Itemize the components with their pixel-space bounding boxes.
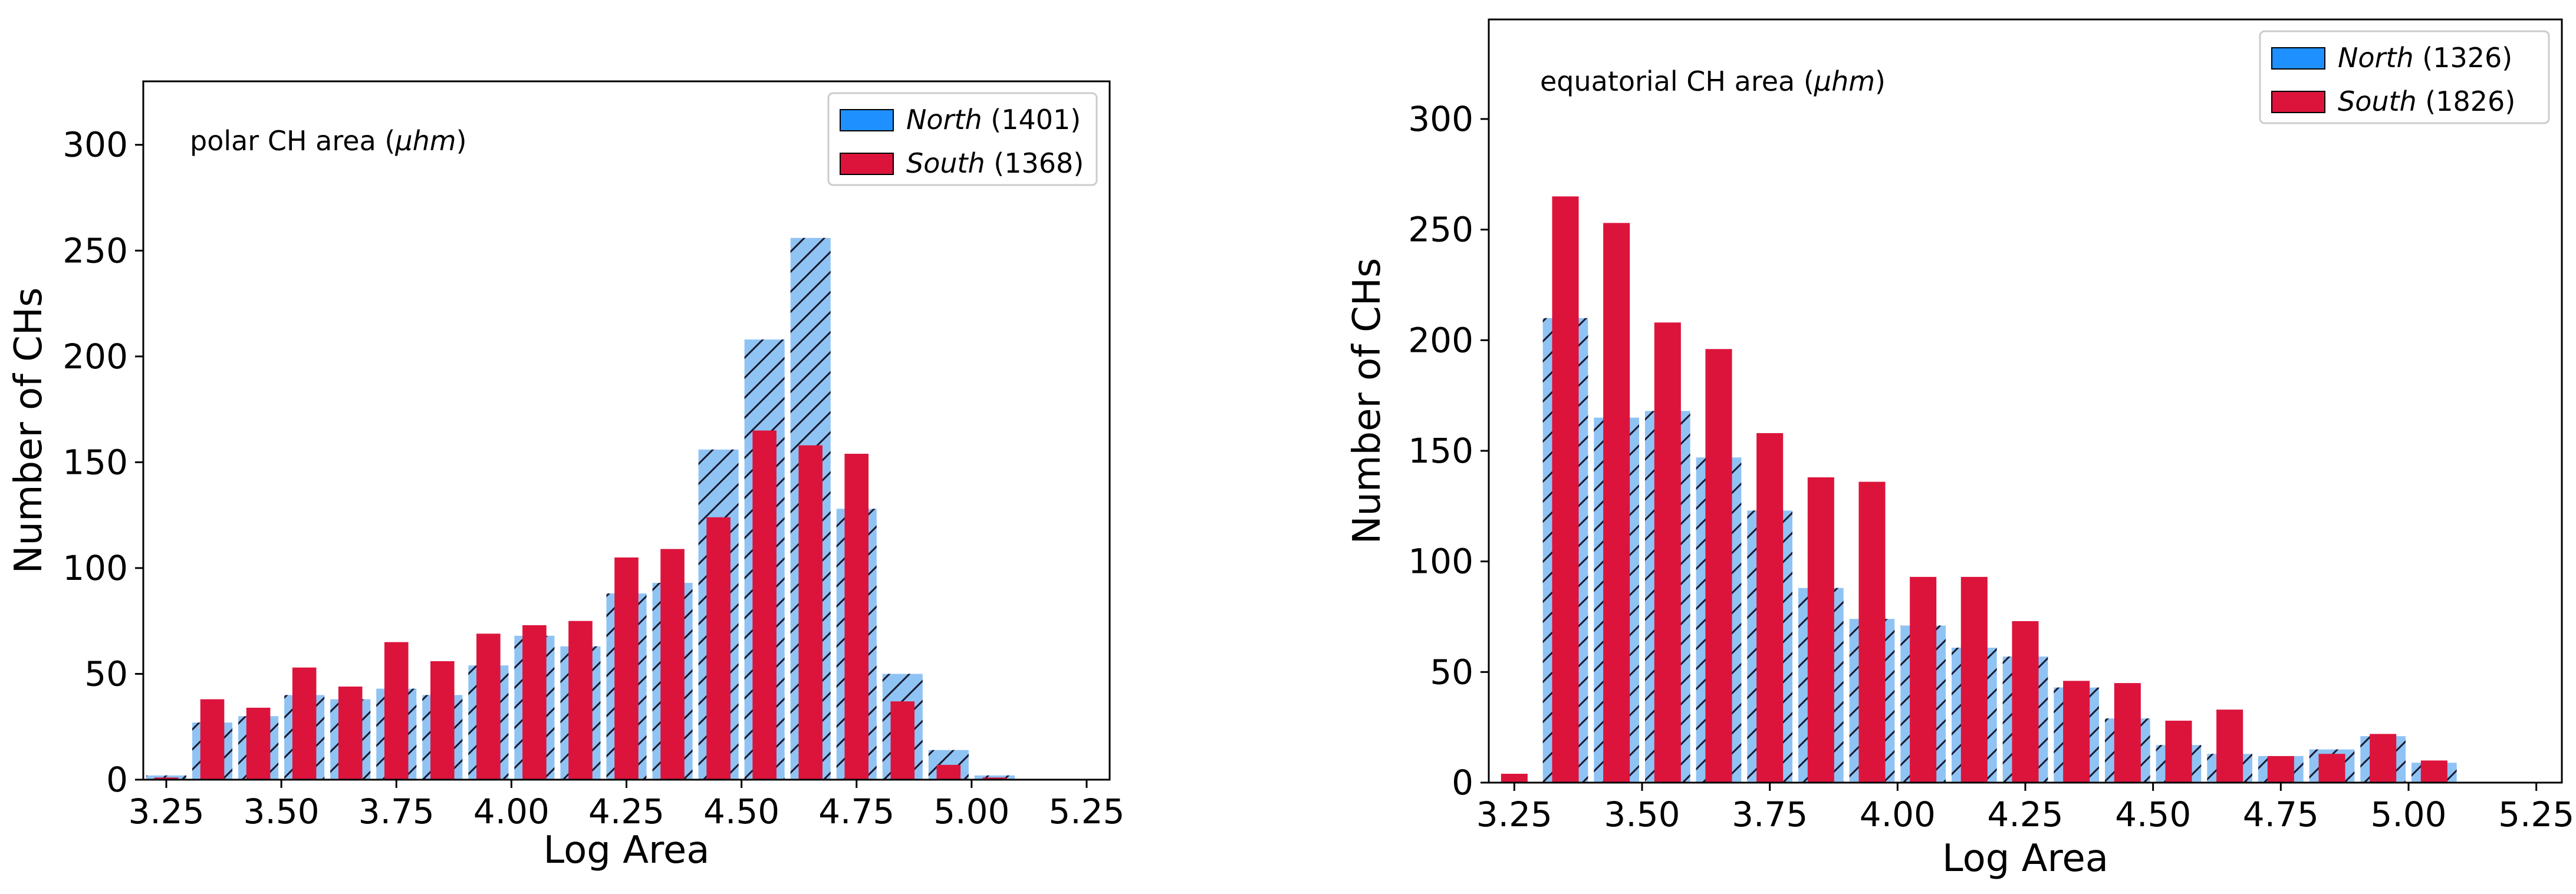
y-tick-label: 300 (62, 125, 128, 165)
legend-north-label: North (1401) (906, 104, 1081, 136)
y-tick-label: 0 (1452, 763, 1473, 803)
panel-annotation: equatorial CH area (μhm) (1540, 65, 1886, 97)
legend-south-swatch (2271, 91, 2325, 113)
south-bar (1654, 322, 1681, 783)
y-tick-label: 100 (1408, 542, 1473, 582)
south-bar (430, 661, 455, 780)
south-bar (982, 777, 1007, 780)
south-bar (1603, 223, 1630, 783)
legend-south-label: South (1826) (2338, 85, 2515, 117)
legend-south-swatch (840, 153, 894, 175)
south-bar (706, 517, 731, 780)
south-bar (1858, 481, 1886, 783)
legend-north-swatch (2271, 47, 2325, 70)
x-tick-label: 3.25 (128, 791, 204, 832)
x-tick-label: 4.50 (2115, 794, 2191, 834)
south-bar (936, 764, 961, 780)
south-bar (2216, 710, 2243, 783)
legend-box (2259, 30, 2550, 124)
x-axis-title: Log Area (544, 829, 710, 872)
south-bar (1705, 349, 1732, 783)
south-bar (476, 634, 501, 780)
y-axis-title: Number of CHs (1345, 258, 1389, 545)
south-bar (200, 699, 225, 780)
south-bar (2063, 681, 2090, 783)
y-tick-label: 250 (62, 230, 128, 270)
south-bar (1756, 433, 1784, 783)
y-tick-label: 100 (62, 548, 128, 588)
south-bar (522, 625, 547, 780)
legend-north-label: North (1326) (2338, 42, 2512, 74)
polar-chart-panel: 3.25 3.50 3.75 4.00 4.25 4.50 4.75 5.00 5.25 0 50 1… (7, 80, 1125, 872)
y-axis-title: Number of CHs (7, 288, 51, 574)
y-tick-label: 300 (1408, 99, 1473, 139)
legend-south-label: South (1368) (906, 147, 1084, 179)
x-tick-label: 4.75 (818, 791, 894, 832)
south-bar (384, 642, 409, 780)
x-tick-label: 3.75 (1732, 794, 1808, 834)
x-tick-label: 3.50 (1604, 794, 1680, 834)
south-bar (660, 549, 685, 780)
south-bar (2267, 756, 2294, 783)
x-tick-label: 5.00 (2370, 794, 2446, 834)
y-tick-label: 200 (1408, 320, 1473, 360)
south-bar (890, 701, 915, 780)
x-tick-label: 5.25 (1048, 791, 1124, 832)
y-tick-label: 0 (106, 760, 128, 800)
x-tick-label: 5.00 (933, 791, 1009, 832)
south-bar (1501, 773, 1528, 783)
south-bar (2318, 754, 2345, 783)
y-tick-label: 50 (1430, 652, 1473, 692)
y-tick-label: 200 (62, 337, 128, 377)
y-tick-label: 150 (62, 442, 128, 482)
south-bar (844, 454, 869, 780)
x-tick-label: 4.25 (588, 791, 664, 832)
panel-annotation: polar CH area (μhm) (190, 125, 467, 157)
south-bar (1552, 196, 1579, 783)
south-bar (752, 430, 777, 780)
south-bar (292, 667, 317, 780)
x-tick-label: 4.00 (1860, 794, 1936, 834)
south-bar (614, 557, 639, 780)
x-tick-label: 5.25 (2498, 794, 2574, 834)
south-bar (2420, 760, 2447, 783)
south-bar (568, 621, 593, 780)
x-tick-label: 4.50 (703, 791, 779, 832)
south-bar (1960, 576, 1988, 783)
south-bar (2114, 683, 2141, 783)
equatorial-chart-panel: 3.25 3.50 3.75 4.00 4.25 4.50 4.75 5.00 5.25 0 50 1… (1345, 18, 2574, 880)
x-tick-label: 4.75 (2243, 794, 2319, 834)
legend-box (827, 92, 1098, 186)
x-axis-title: Log Area (1942, 837, 2108, 880)
x-tick-label: 3.25 (1476, 794, 1552, 834)
south-bar (1807, 477, 1834, 783)
south-bar (2012, 621, 2039, 783)
south-bar (246, 707, 271, 780)
x-tick-label: 3.75 (358, 791, 435, 832)
south-bar (2165, 720, 2192, 783)
x-tick-label: 4.25 (1987, 794, 2063, 834)
y-tick-label: 150 (1408, 431, 1473, 471)
y-tick-label: 50 (84, 654, 128, 694)
south-bar (2370, 734, 2397, 783)
x-tick-label: 3.50 (244, 791, 320, 832)
south-bar (798, 445, 823, 780)
south-bar (154, 777, 179, 780)
south-bar (338, 687, 363, 780)
legend-north-swatch (840, 109, 894, 131)
y-tick-label: 250 (1408, 210, 1473, 250)
south-bar (1910, 576, 1937, 783)
x-tick-label: 4.00 (473, 791, 550, 832)
